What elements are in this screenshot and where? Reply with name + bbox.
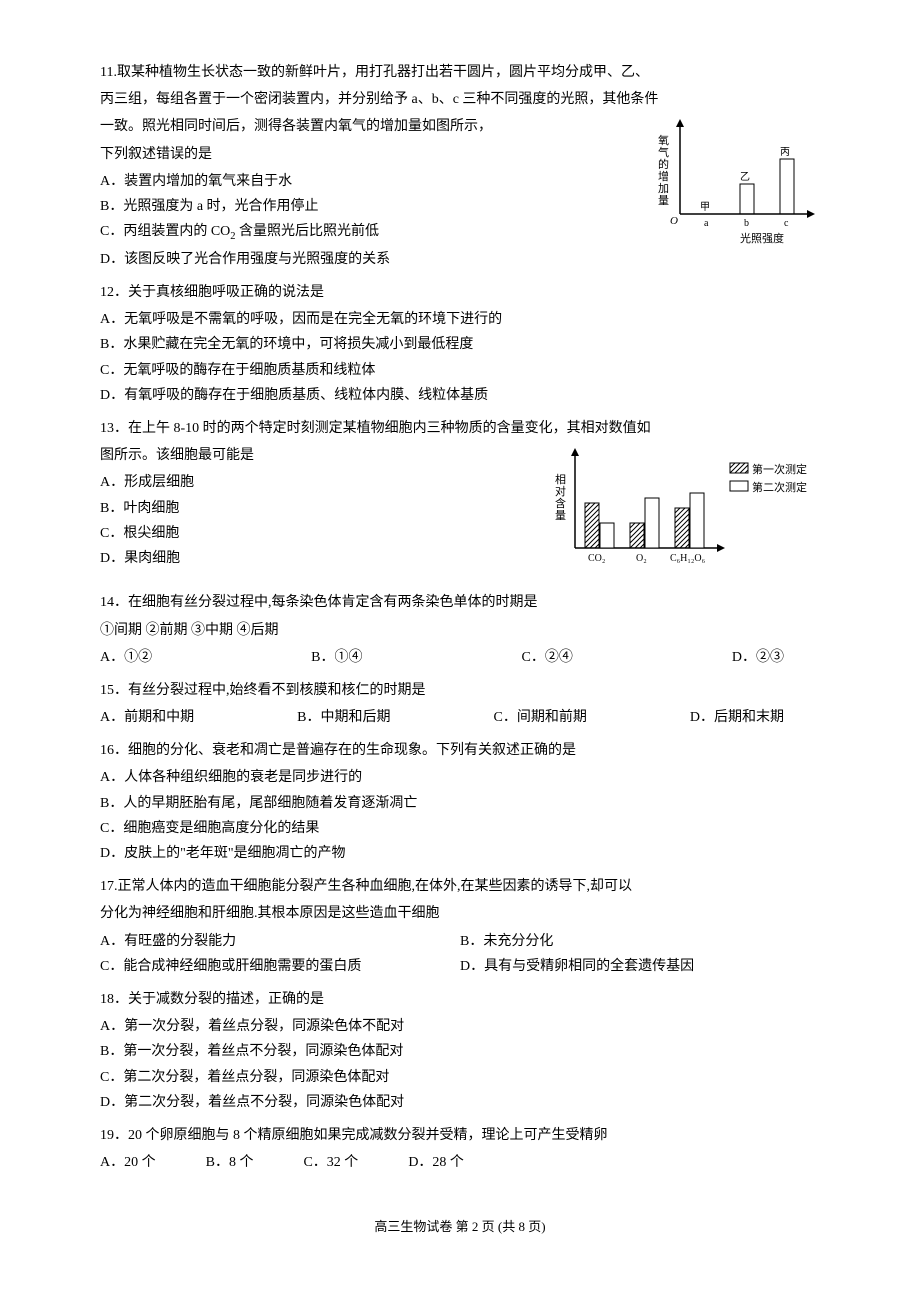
q11-xlabel: 光照强度	[740, 231, 784, 244]
q11-stem-1: 11.取某种植物生长状态一致的新鲜叶片，用打孔器打出若干圆片，圆片平均分成甲、乙…	[100, 60, 820, 85]
q13-option-c: C．根尖细胞	[100, 521, 520, 546]
q15-option-d: D．后期和末期	[690, 705, 784, 730]
q19-option-b: B．8 个	[206, 1150, 254, 1175]
q15-option-b: B．中期和后期	[297, 705, 390, 730]
q13-stem-2: 图所示。该细胞最可能是	[100, 443, 520, 468]
svg-text:相: 相	[555, 473, 566, 486]
svg-text:对: 对	[555, 484, 566, 498]
svg-text:增: 增	[658, 169, 669, 183]
q12-option-d: D．有氧呼吸的酶存在于细胞质基质、线粒体内膜、线粒体基质	[100, 383, 820, 408]
q11-bar-jia: 甲	[700, 202, 710, 213]
q12-option-a: A．无氧呼吸是不需氧的呼吸，因而是在完全无氧的环境下进行的	[100, 307, 820, 332]
q13-option-a: A．形成层细胞	[100, 470, 520, 495]
q17-stem-2: 分化为神经细胞和肝细胞.其根本原因是这些造血干细胞	[100, 901, 820, 926]
q11-option-b: B．光照强度为 a 时，光合作用停止	[100, 194, 640, 219]
q18-option-b: B．第一次分裂，着丝点不分裂，同源染色体配对	[100, 1039, 820, 1064]
q11-option-d: D．该图反映了光合作用强度与光照强度的关系	[100, 247, 640, 272]
q11-option-a: A．装置内增加的氧气来自于水	[100, 169, 640, 194]
q11-stem-4: 下列叙述错误的是	[100, 142, 640, 167]
question-13: 13．在上午 8-10 时的两个特定时刻测定某植物细胞内三种物质的含量变化，其相…	[100, 416, 820, 582]
q17-option-d: D．具有与受精卵相同的全套遗传基因	[460, 954, 820, 979]
q14-option-a: A．①②	[100, 645, 152, 670]
svg-text:的: 的	[658, 157, 669, 171]
q19-option-d: D．28 个	[408, 1150, 464, 1175]
q19-stem: 19．20 个卵原细胞与 8 个精原细胞如果完成减数分裂并受精，理论上可产生受精…	[100, 1123, 820, 1148]
question-16: 16．细胞的分化、衰老和凋亡是普遍存在的生命现象。下列有关叙述正确的是 A．人体…	[100, 738, 820, 866]
q19-option-c: C．32 个	[303, 1150, 358, 1175]
q13-legend-2: 第二次测定	[752, 480, 807, 494]
question-11: 11.取某种植物生长状态一致的新鲜叶片，用打孔器打出若干圆片，圆片平均分成甲、乙…	[100, 60, 820, 272]
svg-text:量: 量	[658, 194, 669, 207]
svg-text:CO₂: CO₂	[588, 553, 605, 564]
q13-option-b: B．叶肉细胞	[100, 496, 520, 521]
q13-legend-1: 第一次测定	[752, 462, 807, 476]
svg-text:C₆H₁₂O₆: C₆H₁₂O₆	[670, 553, 706, 564]
q11-bar-bing: 丙	[780, 147, 790, 158]
svg-text:气: 气	[658, 145, 669, 159]
q11-tick-a: a	[704, 218, 709, 229]
q11-c-pre: C．丙组装置内的 CO	[100, 224, 230, 239]
q15-stem: 15．有丝分裂过程中,始终看不到核膜和核仁的时期是	[100, 678, 820, 703]
q16-option-a: A．人体各种组织细胞的衰老是同步进行的	[100, 765, 820, 790]
svg-text:量: 量	[555, 509, 566, 522]
q14-stem: 14．在细胞有丝分裂过程中,每条染色体肯定含有两条染色单体的时期是	[100, 590, 820, 615]
q18-option-a: A．第一次分裂，着丝点分裂，同源染色体不配对	[100, 1014, 820, 1039]
q16-option-d: D．皮肤上的"老年斑"是细胞凋亡的产物	[100, 841, 820, 866]
q12-stem: 12．关于真核细胞呼吸正确的说法是	[100, 280, 820, 305]
q13-chart: 相 对 含 量 CO₂	[530, 443, 820, 582]
q15-option-c: C．间期和前期	[494, 705, 587, 730]
question-19: 19．20 个卵原细胞与 8 个精原细胞如果完成减数分裂并受精，理论上可产生受精…	[100, 1123, 820, 1175]
q11-tick-c: c	[784, 218, 789, 229]
q14-option-c: C．②④	[522, 645, 573, 670]
q17-stem-1: 17.正常人体内的造血干细胞能分裂产生各种血细胞,在体外,在某些因素的诱导下,却…	[100, 874, 820, 899]
q17-option-a: A．有旺盛的分裂能力	[100, 929, 460, 954]
q17-option-c: C．能合成神经细胞或肝细胞需要的蛋白质	[100, 954, 460, 979]
q11-chart: 氧 气 的 增 加 量 光照强度 O 甲 乙 丙 a b	[650, 114, 820, 253]
page-footer: 高三生物试卷 第 2 页 (共 8 页)	[100, 1215, 820, 1238]
svg-text:含: 含	[555, 496, 566, 510]
q11-c-post: 含量照光后比照光前低	[236, 224, 380, 239]
q11-stem-3: 一致。照光相同时间后，测得各装置内氧气的增加量如图所示，	[100, 114, 640, 139]
q16-option-b: B．人的早期胚胎有尾，尾部细胞随着发育逐渐凋亡	[100, 791, 820, 816]
question-14: 14．在细胞有丝分裂过程中,每条染色体肯定含有两条染色单体的时期是 ①间期 ②前…	[100, 590, 820, 670]
question-17: 17.正常人体内的造血干细胞能分裂产生各种血细胞,在体外,在某些因素的诱导下,却…	[100, 874, 820, 979]
q14-labels: ①间期 ②前期 ③中期 ④后期	[100, 618, 820, 643]
q15-option-a: A．前期和中期	[100, 705, 194, 730]
q13-option-d: D．果肉细胞	[100, 546, 520, 571]
q11-option-c: C．丙组装置内的 CO2 含量照光后比照光前低	[100, 219, 640, 247]
question-15: 15．有丝分裂过程中,始终看不到核膜和核仁的时期是 A．前期和中期 B．中期和后…	[100, 678, 820, 730]
q12-option-b: B．水果贮藏在完全无氧的环境中，可将损失减小到最低程度	[100, 332, 820, 357]
svg-text:O₂: O₂	[636, 553, 647, 564]
q11-ylabel: 氧	[658, 133, 669, 147]
q11-tick-b: b	[744, 218, 749, 229]
q18-option-d: D．第二次分裂，着丝点不分裂，同源染色体配对	[100, 1090, 820, 1115]
question-18: 18．关于减数分裂的描述，正确的是 A．第一次分裂，着丝点分裂，同源染色体不配对…	[100, 987, 820, 1115]
q11-origin: O	[670, 215, 678, 227]
q18-option-c: C．第二次分裂，着丝点分裂，同源染色体配对	[100, 1065, 820, 1090]
q16-stem: 16．细胞的分化、衰老和凋亡是普遍存在的生命现象。下列有关叙述正确的是	[100, 738, 820, 763]
q11-stem-2: 丙三组，每组各置于一个密闭装置内，并分别给予 a、b、c 三种不同强度的光照，其…	[100, 87, 820, 112]
q18-stem: 18．关于减数分裂的描述，正确的是	[100, 987, 820, 1012]
question-12: 12．关于真核细胞呼吸正确的说法是 A．无氧呼吸是不需氧的呼吸，因而是在完全无氧…	[100, 280, 820, 408]
q11-bar-yi: 乙	[740, 171, 750, 183]
q17-option-b: B．未充分分化	[460, 929, 820, 954]
q13-stem-1: 13．在上午 8-10 时的两个特定时刻测定某植物细胞内三种物质的含量变化，其相…	[100, 416, 820, 441]
q14-option-b: B．①④	[311, 645, 362, 670]
q12-option-c: C．无氧呼吸的酶存在于细胞质基质和线粒体	[100, 358, 820, 383]
svg-text:加: 加	[658, 182, 669, 195]
q16-option-c: C．细胞癌变是细胞高度分化的结果	[100, 816, 820, 841]
q19-option-a: A．20 个	[100, 1150, 156, 1175]
q14-option-d: D．②③	[732, 645, 784, 670]
